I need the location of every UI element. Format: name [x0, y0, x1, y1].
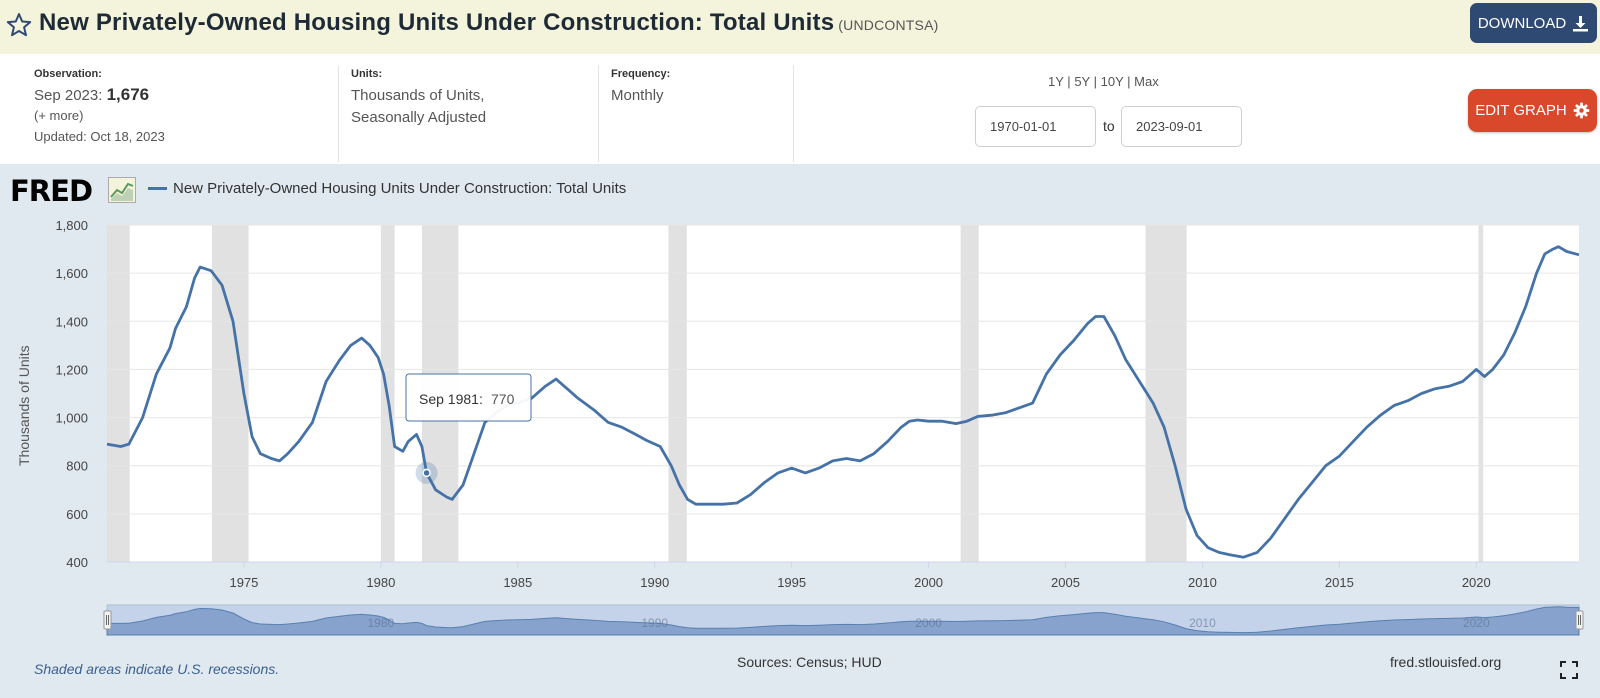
- series-line: [106, 245, 1580, 559]
- navigator-label: 1990: [641, 616, 668, 630]
- x-tick-label: 2020: [1462, 575, 1491, 590]
- grid-lines: [107, 224, 1579, 563]
- frequency-block: Frequency: Monthly: [611, 68, 670, 107]
- series-title: New Privately-Owned Housing Units Under …: [39, 9, 835, 36]
- download-icon: [1573, 15, 1589, 31]
- recession-band: [107, 225, 130, 562]
- range-navigator[interactable]: 1980 1990 2000 2010 2020: [103, 604, 1584, 636]
- edit-graph-label: EDIT GRAPH: [1475, 102, 1567, 119]
- units-line-2: Seasonally Adjusted: [351, 109, 487, 126]
- plot-background: [107, 225, 1579, 562]
- units-block: Units: Thousands of Units, Seasonally Ad…: [351, 68, 486, 129]
- legend-swatch: [148, 187, 167, 190]
- y-tick-label: 1,800: [55, 218, 88, 233]
- x-tick-label: 2005: [1051, 575, 1080, 590]
- y-tick-label: 400: [66, 555, 88, 570]
- tooltip: Sep 1981: 770: [405, 373, 532, 484]
- series-info-panel: Observation: Sep 2023: 1,676 (+ more) Up…: [0, 54, 1600, 164]
- series-path: [106, 245, 1580, 559]
- observation-value-line: Sep 2023: 1,676: [34, 85, 165, 105]
- tooltip-box: [405, 373, 532, 422]
- title-bar: New Privately-Owned Housing Units Under …: [0, 0, 1600, 54]
- fred-url-link[interactable]: fred.stlouisfed.org: [1390, 654, 1502, 670]
- end-date-input[interactable]: 2023-09-01: [1121, 106, 1242, 147]
- fred-chart-icon: [108, 177, 136, 203]
- navigator-series: [106, 606, 1580, 636]
- divider: [598, 66, 599, 162]
- recession-band: [960, 225, 979, 562]
- units-label: Units:: [351, 68, 383, 80]
- range-separator: |: [1127, 74, 1131, 89]
- navigator-label: 2000: [915, 616, 942, 630]
- gear-icon: [1573, 102, 1590, 119]
- x-tick-label: 1985: [503, 575, 532, 590]
- tooltip-value: 770: [491, 391, 515, 407]
- navigator-label: 2010: [1189, 616, 1216, 630]
- range-1y[interactable]: 1Y: [1048, 74, 1064, 89]
- page-title: New Privately-Owned Housing Units Under …: [39, 9, 938, 37]
- tooltip-date: Sep 1981:: [419, 391, 483, 407]
- observation-label: Observation:: [34, 68, 102, 80]
- units-line-1: Thousands of Units,: [351, 87, 485, 104]
- x-tick-label: 2000: [914, 575, 943, 590]
- updated-date: Updated: Oct 18, 2023: [34, 129, 165, 144]
- y-tick-label: 800: [66, 459, 88, 474]
- y-tick-label: 1,000: [55, 411, 88, 426]
- x-tick-label: 1995: [777, 575, 806, 590]
- x-tick-label: 1980: [366, 575, 395, 590]
- x-tick-label: 1990: [640, 575, 669, 590]
- range-10y[interactable]: 10Y: [1100, 74, 1124, 89]
- recession-note: Shaded areas indicate U.S. recessions.: [34, 661, 280, 677]
- range-separator: |: [1093, 74, 1097, 89]
- date-to-label: to: [1103, 118, 1115, 134]
- recession-band: [668, 225, 687, 562]
- x-tick-label: 2015: [1325, 575, 1354, 590]
- navigator-label: 2020: [1463, 616, 1490, 630]
- x-axis: 1975 1980 1985 1990 1995 2000 2005 2010 2015 2020: [107, 561, 1579, 590]
- range-selector: 1Y | 5Y | 10Y | Max: [1048, 74, 1159, 89]
- sources-text: Sources: Census; HUD: [737, 654, 882, 670]
- observation-block: Observation: Sep 2023: 1,676 (+ more) Up…: [34, 68, 165, 147]
- legend-label: New Privately-Owned Housing Units Under …: [173, 180, 627, 197]
- edit-graph-button[interactable]: EDIT GRAPH: [1468, 89, 1597, 132]
- x-tick-label: 2010: [1188, 575, 1217, 590]
- x-tick-label: 1975: [229, 575, 258, 590]
- download-button[interactable]: DOWNLOAD: [1470, 3, 1597, 43]
- start-date-input[interactable]: 1970-01-01: [975, 106, 1096, 147]
- recession-band: [1145, 225, 1187, 562]
- frequency-value: Monthly: [611, 87, 664, 104]
- range-separator: |: [1067, 74, 1071, 89]
- range-5y[interactable]: 5Y: [1074, 74, 1090, 89]
- observation-value: 1,676: [106, 85, 150, 104]
- more-observations-link[interactable]: (+ more): [34, 108, 84, 123]
- plot-area: [107, 225, 1579, 562]
- download-label: DOWNLOAD: [1477, 14, 1567, 32]
- divider: [793, 66, 794, 162]
- star-icon[interactable]: [6, 12, 32, 38]
- series-id: (UNDCONTSA): [838, 17, 939, 33]
- recession-band: [1478, 225, 1484, 562]
- y-tick-label: 1,400: [55, 314, 88, 329]
- y-axis: 400 600 800 1,000 1,200 1,400 1,600 1,800: [55, 218, 88, 570]
- observation-date: Sep 2023:: [34, 87, 103, 104]
- navigator-label: 1980: [368, 616, 395, 630]
- navigator-handle[interactable]: [1575, 610, 1584, 630]
- fullscreen-icon[interactable]: [1560, 661, 1578, 679]
- y-tick-label: 600: [66, 507, 88, 522]
- y-tick-label: 1,600: [55, 266, 88, 281]
- frequency-label: Frequency:: [611, 68, 671, 80]
- divider: [338, 66, 339, 162]
- fred-logo: FRED: [10, 174, 93, 208]
- navigator-handle[interactable]: [103, 610, 112, 630]
- y-tick-label: 1,200: [55, 362, 88, 377]
- range-max[interactable]: Max: [1134, 74, 1159, 89]
- hover-point: [422, 468, 431, 478]
